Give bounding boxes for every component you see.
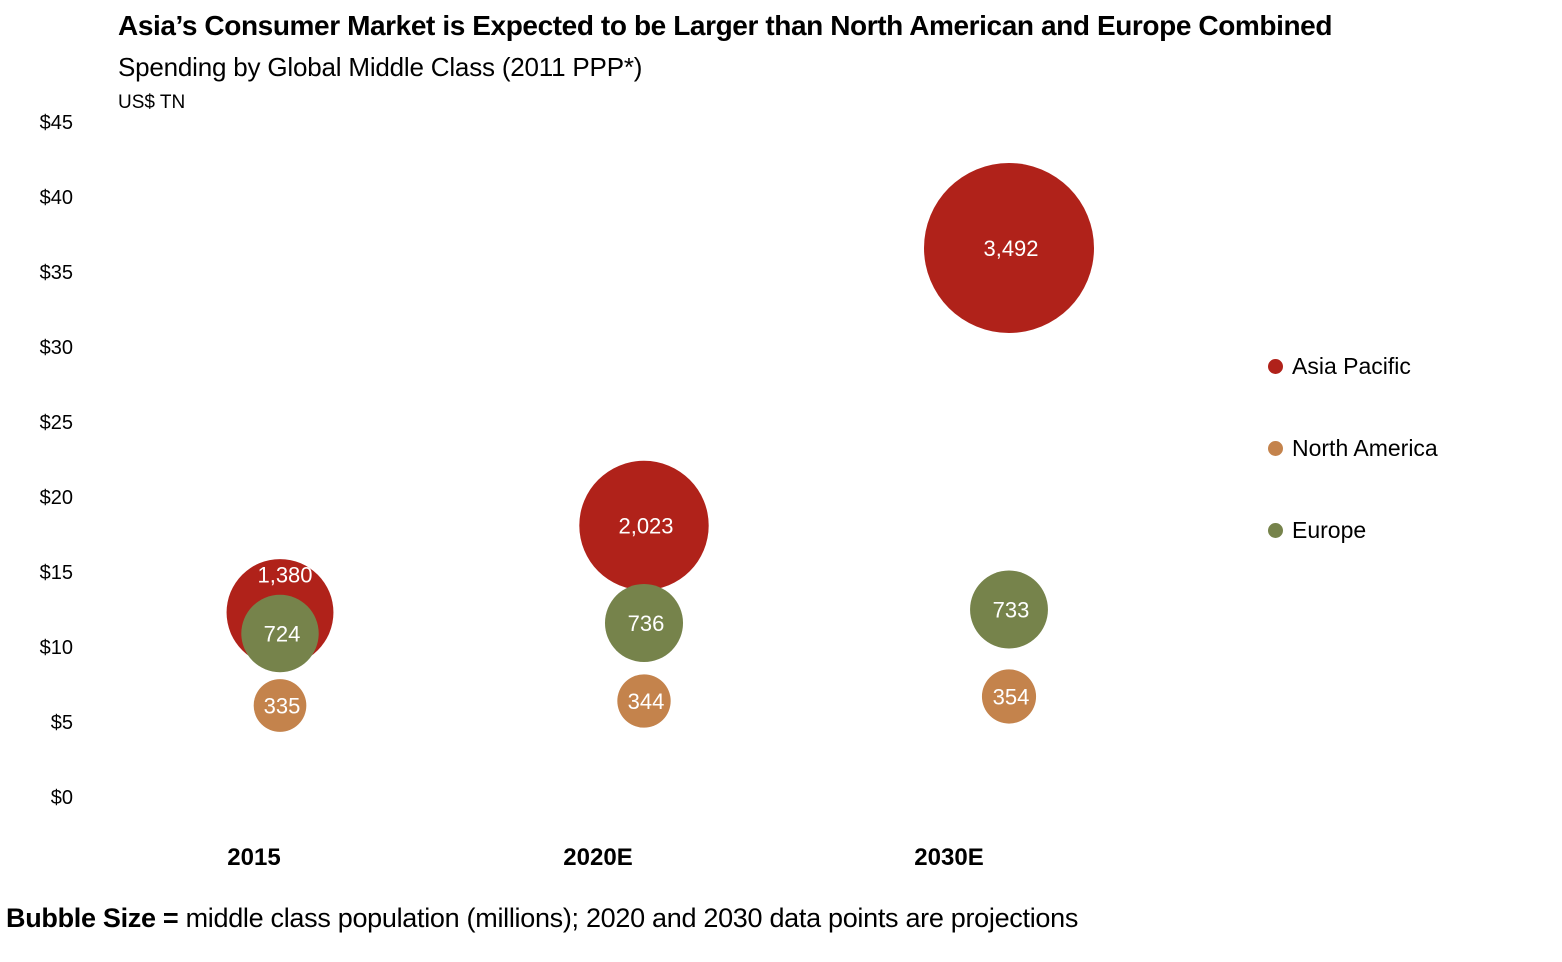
chart-title: Asia’s Consumer Market is Expected to be… — [118, 10, 1333, 41]
bubble-data-label: 733 — [993, 598, 1030, 623]
bubble-data-label: 344 — [628, 689, 665, 714]
y-tick-label: $40 — [40, 187, 73, 209]
bubble-data-label: 736 — [628, 611, 665, 636]
x-tick-label: 2015 — [227, 844, 280, 871]
bubble-europe — [604, 583, 684, 663]
y-tick-label: $35 — [40, 262, 73, 284]
bubble-data-label: 724 — [264, 622, 301, 647]
footnote-text: middle class population (millions); 2020… — [185, 903, 1079, 933]
bubble-europe — [241, 594, 319, 673]
legend-item-north-america: North America — [1268, 432, 1438, 464]
bubble-data-label: 354 — [993, 685, 1030, 710]
y-tick-label: $30 — [40, 337, 73, 359]
bubble-data-label: 2,023 — [618, 514, 673, 539]
bubble-europe — [970, 570, 1048, 649]
legend-label: North America — [1292, 434, 1438, 461]
y-axis-unit-label: US$ TN — [118, 92, 186, 113]
y-tick-label: $20 — [40, 487, 73, 509]
y-tick-label: $10 — [40, 637, 73, 659]
bubble-asia-pacific — [579, 460, 709, 591]
footnote-bold: Bubble Size = — [6, 903, 186, 933]
legend-item-asia-pacific: Asia Pacific — [1268, 350, 1411, 382]
bubble-data-label: 335 — [264, 694, 301, 719]
bubble-north-america — [253, 679, 307, 732]
legend-marker-icon — [1268, 522, 1283, 538]
legend-label: Asia Pacific — [1292, 352, 1411, 379]
y-tick-label: $5 — [51, 712, 73, 734]
bubble-data-label: 3,492 — [983, 236, 1038, 261]
bubbles: 1,380 2,023 3,492 724 736 733 335 344 354 — [226, 163, 1094, 732]
y-tick-label: $45 — [40, 112, 73, 134]
x-axis: 2015 2020E 2030E — [227, 844, 983, 871]
y-tick-label: $15 — [40, 562, 73, 584]
chart-subtitle: Spending by Global Middle Class (2011 PP… — [118, 52, 643, 82]
bubble-asia-pacific — [924, 163, 1094, 333]
y-axis: $0 $5 $10 $15 $20 $25 $30 $35 $40 $45 — [40, 112, 73, 809]
bubble-north-america — [617, 674, 671, 728]
legend-marker-icon — [1268, 440, 1283, 456]
bubble-north-america — [981, 669, 1037, 724]
x-tick-label: 2030E — [914, 844, 983, 871]
footnote: Bubble Size = middle class population (m… — [6, 903, 1078, 934]
legend-marker-icon — [1268, 358, 1283, 374]
x-tick-label: 2020E — [563, 844, 632, 871]
y-tick-label: $0 — [51, 787, 73, 809]
legend-item-europe: Europe — [1268, 514, 1366, 546]
y-tick-label: $25 — [40, 412, 73, 434]
legend-label: Europe — [1292, 516, 1367, 543]
bubble-data-label: 1,380 — [257, 563, 312, 588]
